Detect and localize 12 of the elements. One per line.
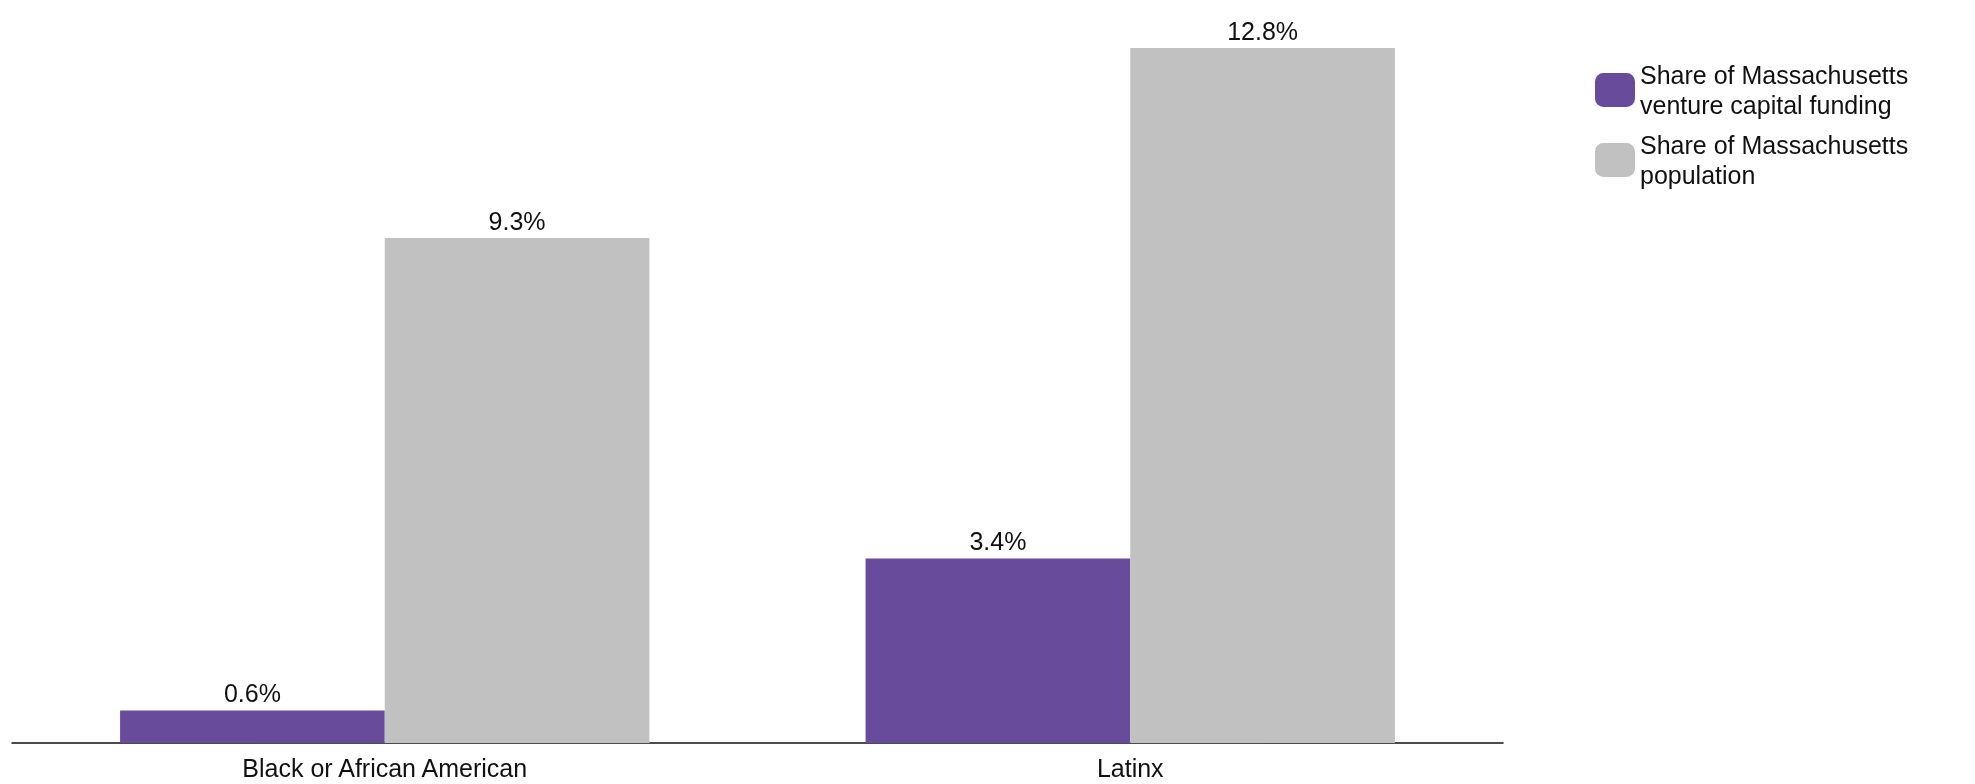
data-label: 12.8% xyxy=(1227,16,1299,45)
bar xyxy=(384,238,650,743)
data-label: 0.6% xyxy=(223,678,281,707)
x-tick-label: Latinx xyxy=(1096,753,1165,782)
data-label: 9.3% xyxy=(488,206,546,235)
bar xyxy=(120,710,385,743)
x-tick-label: Black or African American xyxy=(242,753,528,782)
bar xyxy=(865,558,1131,743)
bar xyxy=(1130,48,1395,743)
legend-label: Share of Massachusetts venture capital funding xyxy=(1640,61,1916,119)
legend-label: Share of Massachusetts population xyxy=(1640,131,1916,189)
data-label: 3.4% xyxy=(969,526,1027,555)
